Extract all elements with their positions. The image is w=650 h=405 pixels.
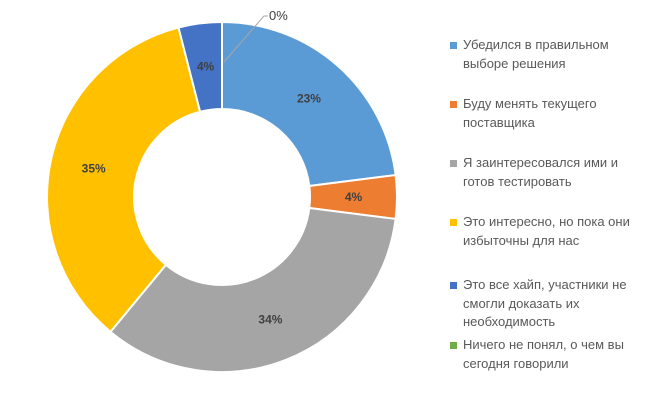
legend-item: Я заинтересовался ими и готов тестироват… (450, 154, 643, 191)
legend-item: Убедился в правильном выборе решения (450, 36, 643, 73)
data-label: 0% (269, 8, 288, 23)
legend-item: Ничего не понял, о чем вы сегодня говори… (450, 336, 643, 373)
data-label: 23% (297, 91, 321, 105)
legend-marker (450, 160, 457, 167)
data-label: 34% (258, 312, 282, 326)
legend-label: Буду менять текущего поставщика (463, 96, 597, 130)
legend-marker (450, 101, 457, 108)
data-label: 4% (197, 60, 215, 74)
leader-line (223, 15, 268, 63)
legend-item: Буду менять текущего поставщика (450, 95, 643, 132)
legend-label: Я заинтересовался ими и готов тестироват… (463, 155, 619, 189)
legend-marker (450, 219, 457, 226)
donut-slice (177, 20, 223, 113)
legend-label: Это интересно, но пока они избыточны для… (463, 214, 630, 248)
donut-slice (221, 20, 397, 188)
legend-item: Это интересно, но пока они избыточны для… (450, 213, 643, 250)
legend-marker (450, 282, 457, 289)
donut-slice (109, 206, 397, 373)
legend-label: Убедился в правильном выборе решения (463, 37, 609, 71)
donut-slice (46, 26, 202, 334)
legend-marker (450, 42, 457, 49)
data-label: 4% (345, 190, 363, 204)
legend-label: Это все хайп, участники не смогли доказа… (463, 277, 627, 329)
legend-item: Это все хайп, участники не смогли доказа… (450, 276, 643, 332)
data-label: 35% (82, 161, 106, 175)
legend-marker (450, 342, 457, 349)
donut-chart: 23% 4% 34% 35% 4% 0% (46, 8, 398, 373)
legend-label: Ничего не понял, о чем вы сегодня говори… (463, 337, 624, 371)
